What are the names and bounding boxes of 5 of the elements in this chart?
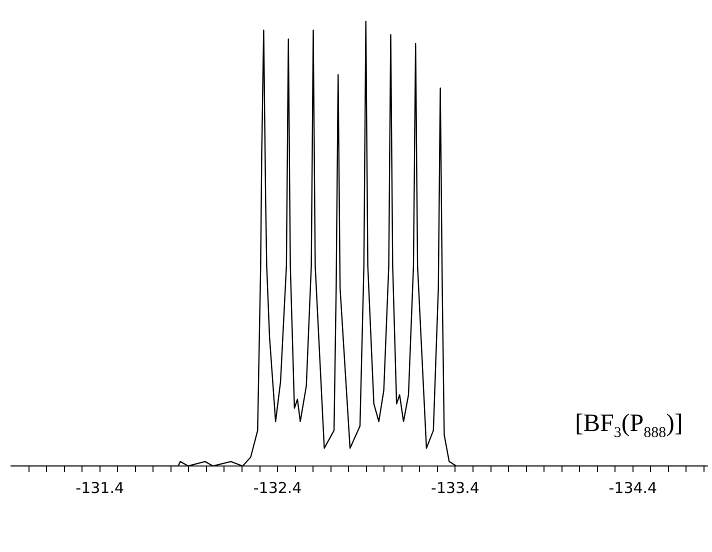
x-tick-label: -134.4 — [608, 478, 658, 497]
x-tick-label: -131.4 — [76, 478, 124, 497]
x-tick-label: -133.4 — [431, 478, 480, 497]
annotation: [BF$_{3}$(P$_{888}$)] — [575, 410, 683, 442]
x-tick-label: -132.4 — [253, 478, 302, 497]
